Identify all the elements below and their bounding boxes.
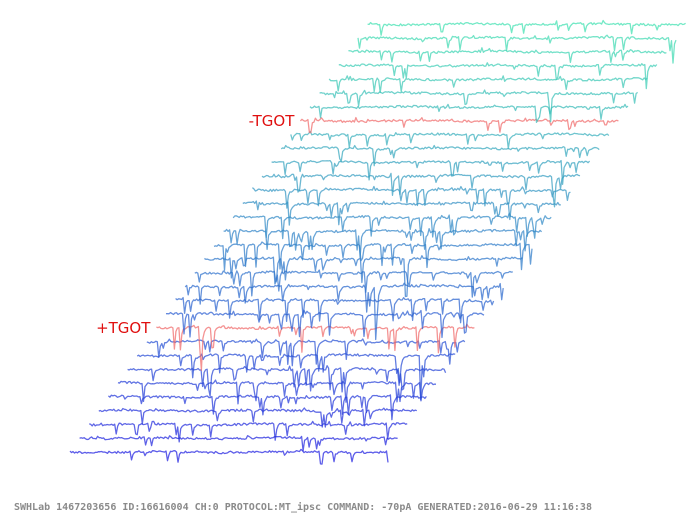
- sweep-trace: [251, 185, 571, 209]
- sweep-trace: [319, 89, 639, 123]
- sweep-trace: [107, 394, 427, 421]
- sweep-trace: [165, 309, 485, 339]
- sweep-marker-label: +TGOT: [96, 319, 151, 337]
- sweep-trace-marked: [299, 116, 619, 134]
- sweep-trace: [338, 62, 658, 90]
- sweep-trace: [357, 34, 677, 64]
- sweep-trace: [271, 159, 591, 185]
- sweep-trace: [194, 269, 513, 298]
- sweep-trace: [261, 172, 581, 208]
- sweep-trace: [204, 255, 523, 298]
- sweep-trace: [280, 144, 600, 167]
- sweep-trace: [69, 448, 389, 465]
- sweep-labels: +TGOT -TGOT: [96, 112, 295, 337]
- sweep-trace: [79, 435, 398, 452]
- sweep-trace: [136, 353, 456, 401]
- footer-caption: SWHLab 1467203656 ID:16616004 CH:0 PROTO…: [14, 502, 592, 513]
- sweep-trace: [117, 379, 437, 405]
- sweep-trace: [127, 365, 447, 397]
- sweep-trace: [98, 407, 418, 428]
- sweep-trace: [309, 103, 629, 124]
- sweep-trace: [223, 227, 543, 259]
- sweep-traces: [69, 19, 686, 465]
- sweep-trace: [232, 212, 552, 240]
- sweep-trace: [213, 241, 533, 271]
- sweep-trace-marked: [156, 323, 475, 371]
- sweep-trace: [175, 296, 495, 324]
- sweep-trace: [242, 200, 561, 226]
- sweep-trace: [290, 130, 610, 150]
- sweep-trace: [348, 47, 667, 64]
- sweep-trace: [367, 19, 686, 36]
- sweep-marker-label: -TGOT: [249, 112, 296, 130]
- sweep-trace: [184, 282, 504, 341]
- sweep-trace: [328, 75, 648, 94]
